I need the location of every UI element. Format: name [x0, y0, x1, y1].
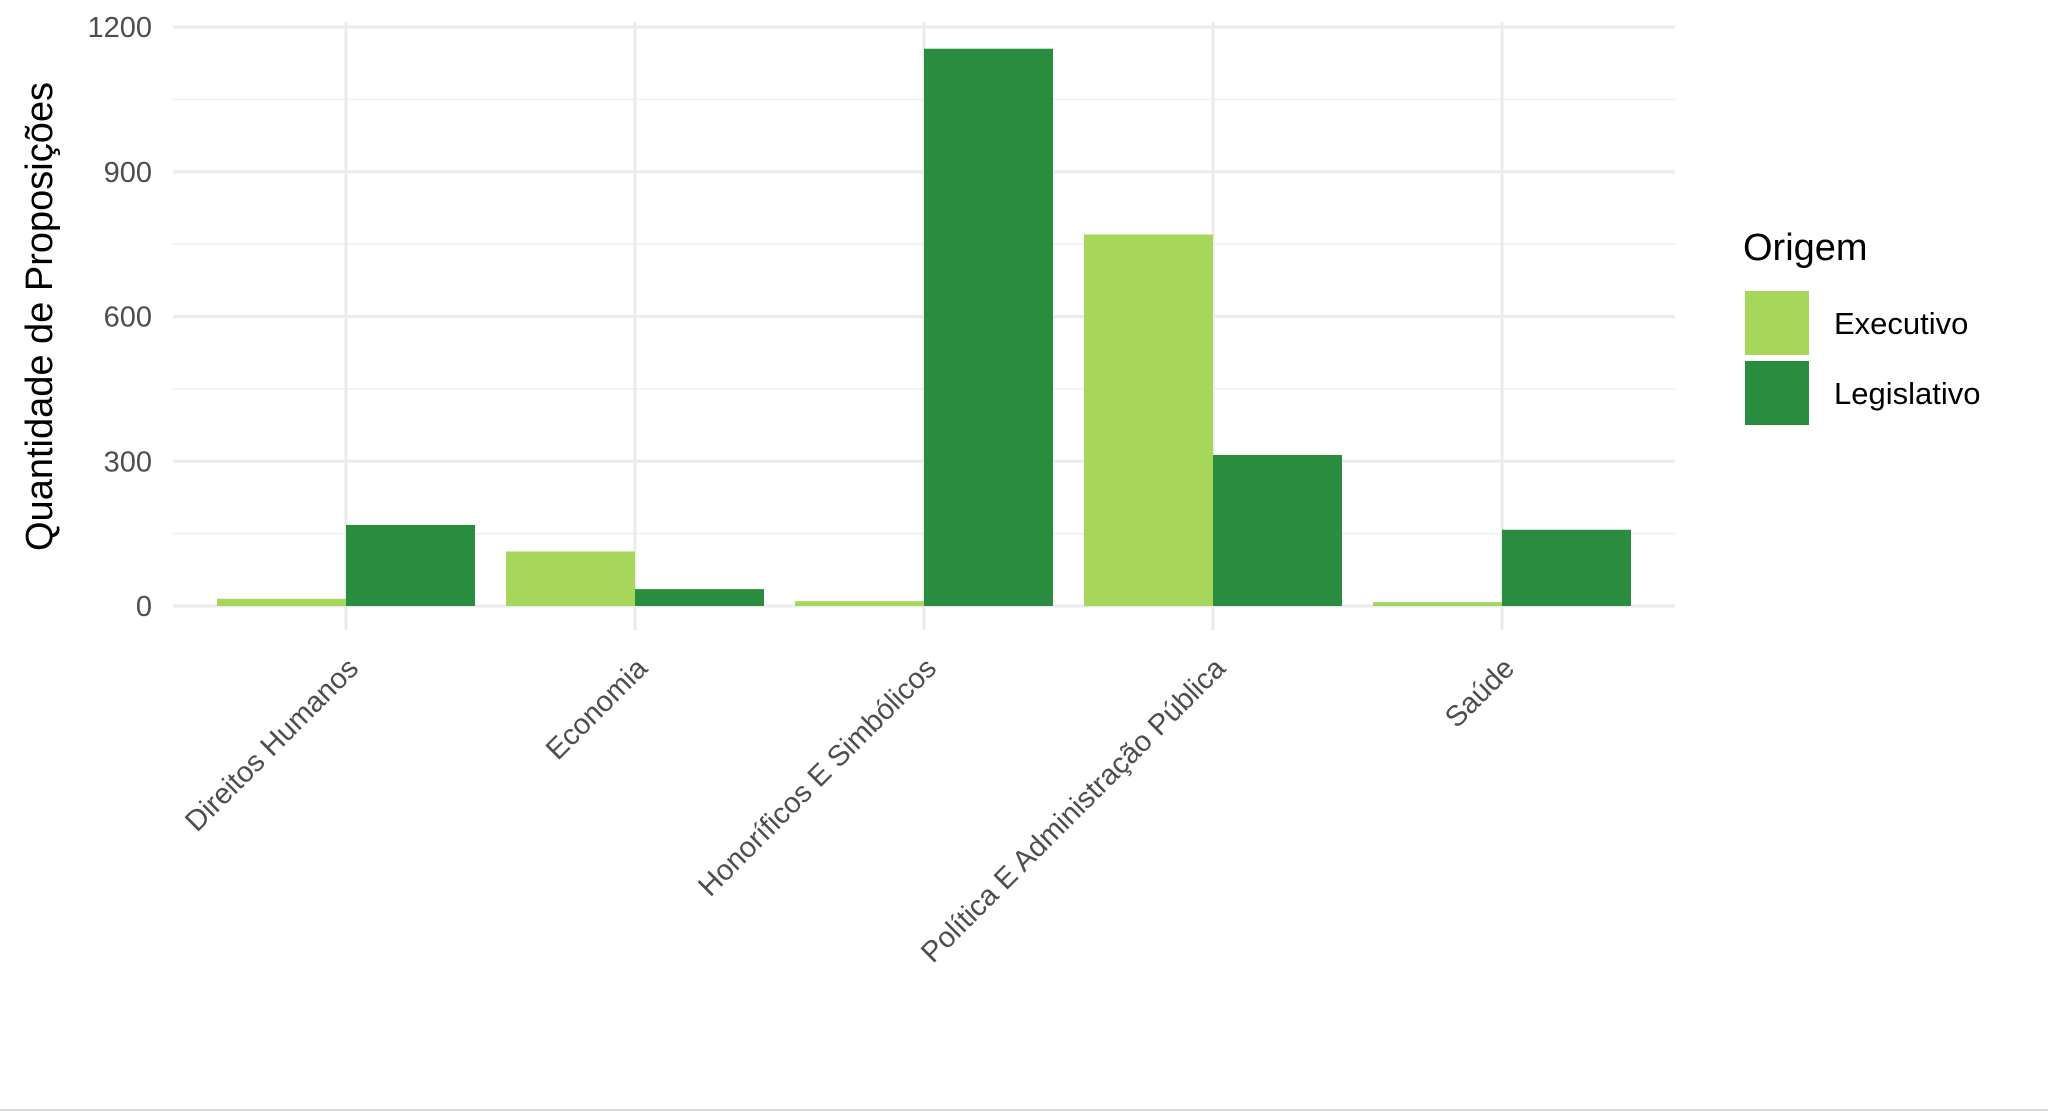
- legend-key-executivo: [1745, 291, 1809, 355]
- bar-executivo-5: [1373, 602, 1502, 606]
- y-tick-label: 1200: [87, 12, 152, 44]
- y-tick-label: 900: [104, 157, 152, 189]
- bar-legislativo-2: [635, 589, 764, 606]
- bar-executivo-2: [506, 551, 635, 606]
- x-tick-label: Honoríficos E Simbólicos: [692, 652, 943, 903]
- bar-legislativo-4: [1213, 454, 1342, 606]
- bar-executivo-3: [795, 601, 924, 606]
- bar-executivo-1: [217, 598, 346, 606]
- bar-legislativo-5: [1502, 529, 1631, 606]
- legend-title: Origem: [1743, 227, 1868, 269]
- x-tick-label: Política E Administração Pública: [915, 652, 1232, 969]
- bars: [217, 48, 1631, 606]
- bar-legislativo-3: [924, 48, 1053, 606]
- legend-label-legislativo: Legislativo: [1834, 376, 1980, 411]
- y-tick-label: 600: [104, 302, 152, 334]
- y-tick-label: 300: [104, 446, 152, 478]
- y-axis-title: Quantidade de Proposições: [19, 82, 61, 551]
- bar-executivo-4: [1084, 234, 1213, 606]
- legend-items: Executivo Legislativo: [1745, 291, 1980, 425]
- x-tick-label: Economia: [540, 652, 654, 766]
- x-axis-ticks: Direitos Humanos Economia Honoríficos E Si…: [179, 652, 1521, 969]
- x-tick-label: Direitos Humanos: [179, 652, 365, 838]
- y-axis-ticks: 0 300 600 900 1200: [87, 12, 152, 623]
- legend-key-legislativo: [1745, 361, 1809, 425]
- y-tick-label: 0: [136, 591, 152, 623]
- x-tick-label: Saúde: [1439, 652, 1521, 734]
- bar-legislativo-1: [346, 524, 475, 606]
- legend-label-executivo: Executivo: [1834, 306, 1968, 341]
- legend: Origem Executivo Legislativo: [1743, 227, 1980, 425]
